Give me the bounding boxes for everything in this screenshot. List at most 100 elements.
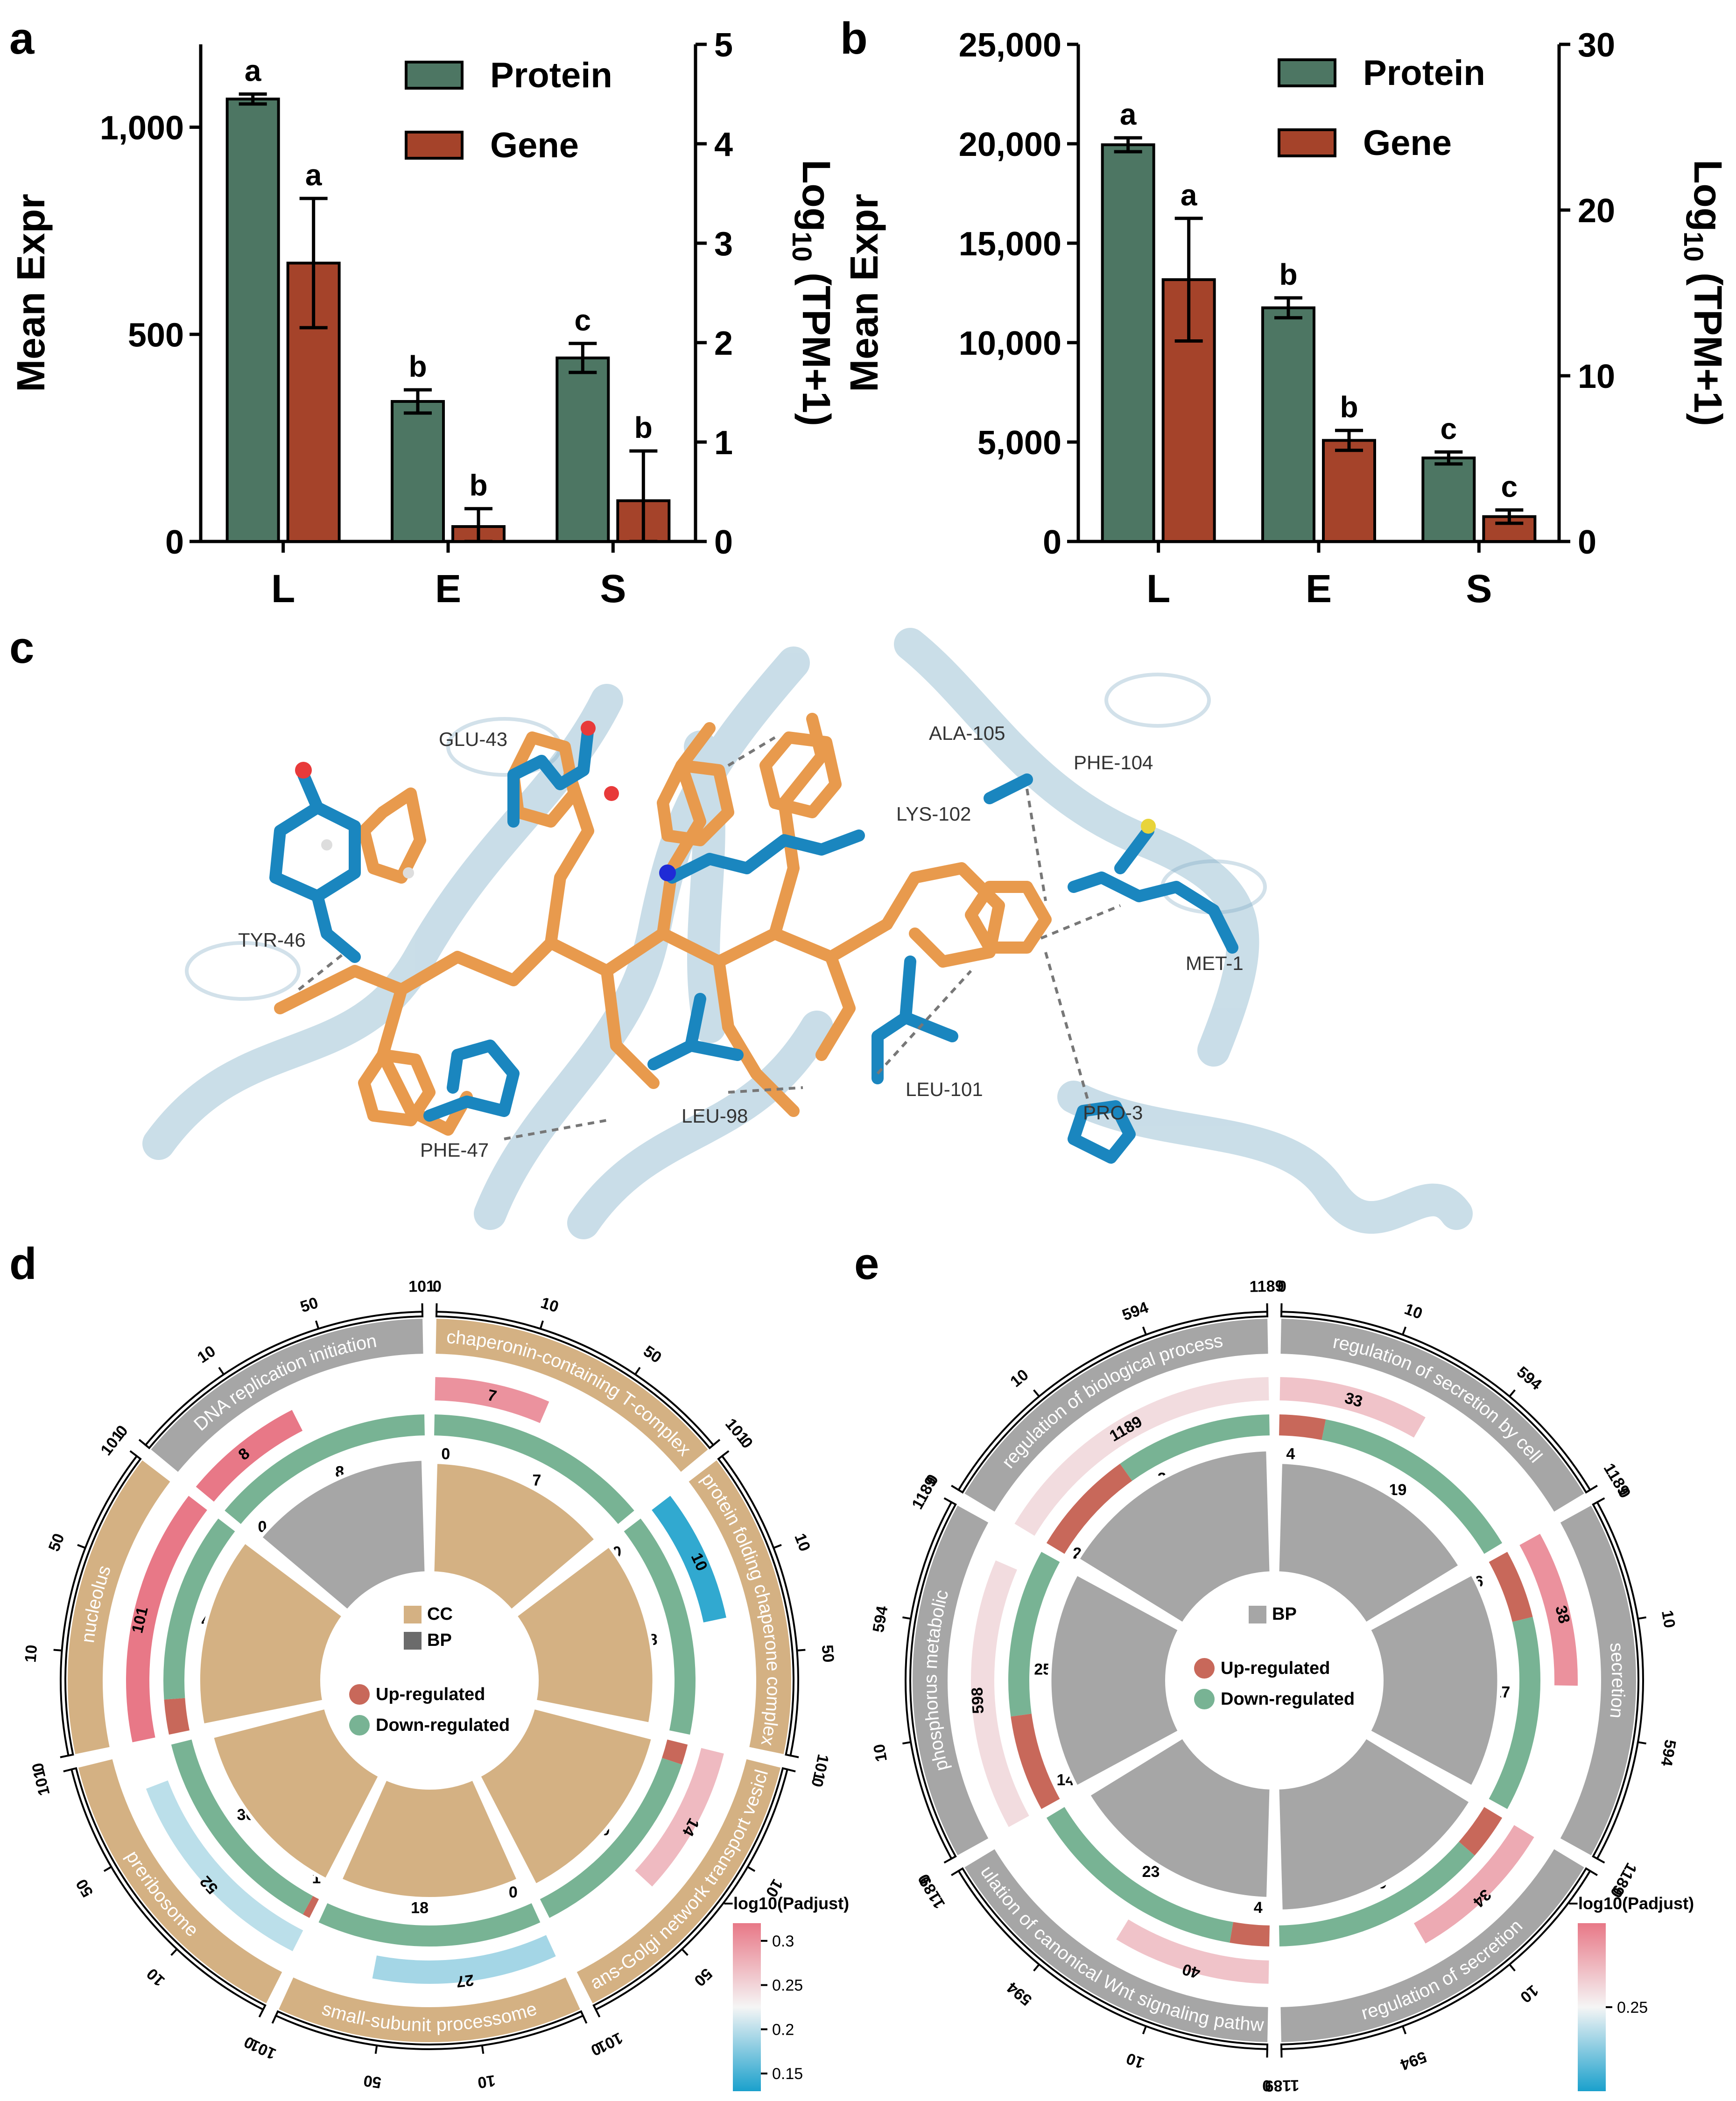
term-band: [279, 1977, 580, 2043]
scale-tick: [681, 1948, 689, 1956]
panel-letter-d: d: [9, 1239, 37, 1289]
residue-label-leu98: LEU-98: [682, 1105, 748, 1127]
legend-label-down: Down-regulated: [1221, 1689, 1355, 1709]
scale-tick-label: 50: [72, 1876, 97, 1900]
scale-tick-label: 0: [1262, 2077, 1272, 2094]
scale-tick: [787, 1768, 796, 1772]
category-label: S: [1466, 567, 1492, 611]
heteroatoms: [295, 721, 1156, 881]
scale-tick: [539, 1320, 544, 1329]
term-label-text: secretion: [1606, 1642, 1628, 1719]
term-band: [1280, 1849, 1584, 2042]
up-count-label: 0: [441, 1445, 450, 1463]
residue-label-phe104: PHE-104: [1074, 752, 1153, 773]
scale-tick: [902, 1616, 911, 1620]
up-regulated-bar: [302, 1896, 319, 1918]
y2-title-log: Log: [1686, 160, 1730, 232]
scale-tick: [258, 2009, 264, 2018]
scale-ring: [60, 1455, 142, 1757]
down-regulated-bar: [163, 1518, 235, 1700]
colorbar-tick-label: 0.3: [772, 1932, 794, 1950]
scale-tick-label: 10: [477, 2072, 497, 2092]
scale-tick: [634, 1367, 641, 1375]
scale-ring: [274, 2010, 584, 2050]
y2-tick-label: 4: [714, 126, 733, 163]
y2-axis-title: Log10 (TPM+1): [1678, 160, 1730, 426]
count-bar: [1014, 1377, 1269, 1536]
scale-tick-label: 10: [1658, 1609, 1679, 1630]
scale-tick: [481, 2045, 485, 2054]
scale-tick: [1638, 1616, 1646, 1620]
down-regulated-bar: [1008, 1552, 1060, 1717]
scale-tick: [1589, 1484, 1598, 1491]
significance-letter: c: [1441, 412, 1457, 445]
term-band: [68, 1460, 170, 1754]
term-band: [1560, 1505, 1637, 1855]
category-label: E: [1306, 567, 1332, 611]
significance-letter: a: [1181, 178, 1197, 212]
residue-label-leu101: LEU-101: [906, 1078, 983, 1100]
scale-tick-label: 594: [870, 1605, 892, 1634]
scale-tick: [218, 1367, 225, 1375]
count-bar: [1413, 1825, 1534, 1944]
count-bar: [1279, 1377, 1426, 1438]
scale-tick: [170, 1948, 178, 1956]
down-regulated-bar: [1120, 1414, 1270, 1481]
bar-protein: [555, 356, 610, 543]
legend-label-up: Up-regulated: [376, 1685, 485, 1704]
significance-letter: c: [575, 303, 591, 337]
colorbar-title: −log10(Padjust): [1568, 1894, 1694, 1913]
significance-letter: a: [305, 158, 322, 192]
significance-letter: b: [634, 411, 653, 444]
scale-ring: [435, 1311, 715, 1449]
residue-label-pro3: PRO-3: [1083, 1102, 1143, 1124]
scale-tick-label: 10: [1124, 2049, 1147, 2072]
colorbar-tick-label: 0.25: [1617, 1999, 1648, 2017]
interaction-dashes: [298, 736, 1121, 1140]
bar-protein: [225, 98, 280, 543]
scale-ring: [592, 1767, 789, 2011]
scale-tick-label: 594: [1120, 1299, 1151, 1324]
legend-label-gene: Gene: [490, 126, 579, 165]
scale-tick: [103, 1866, 112, 1872]
legend-swatch-gene: [405, 131, 464, 160]
scale-tick-label: 1189: [1265, 2076, 1299, 2094]
significance-letter: b: [1279, 258, 1297, 291]
y-axis-title: Mean Expr: [9, 194, 53, 392]
scale-tick: [1142, 2025, 1147, 2035]
up-regulated-bar: [1011, 1714, 1060, 1809]
y-tick-label: 1,000: [100, 110, 184, 147]
up-regulated-bar: [1230, 1922, 1270, 1946]
significance-letter: c: [1501, 470, 1518, 504]
y2-tick-label: 5: [714, 27, 733, 64]
scale-tick-label: 594: [1004, 1978, 1035, 2009]
scale-tick: [60, 1755, 69, 1758]
down-regulated-bar: [540, 1757, 682, 1918]
legend-swatch-protein: [405, 61, 464, 90]
up-regulated-bar: [164, 1698, 190, 1735]
y-tick-label: 25,000: [959, 27, 1061, 64]
y-axis-title: Mean Expr: [842, 194, 886, 392]
docking-structure-image: GLU-43 ALA-105 PHE-104 LYS-102 TYR-46 ME…: [140, 621, 1480, 1239]
y2-tick-label: 10: [1578, 358, 1615, 395]
scale-tick: [1638, 1741, 1646, 1745]
down-regulated-bar: [1321, 1419, 1503, 1554]
y2-tick-label: 0: [1578, 524, 1596, 561]
center-hole: [322, 1573, 537, 1788]
term-band: [964, 1849, 1268, 2042]
residue-label-met1: MET-1: [1186, 952, 1244, 974]
scale-tick-label: 1189: [1249, 1277, 1284, 1295]
down-regulated-bar: [318, 1903, 541, 1947]
down-count-label: 7: [532, 1472, 541, 1490]
scale-ring: [957, 1311, 1269, 1494]
colorbar: [1578, 1923, 1606, 2091]
bar-protein: [391, 400, 445, 543]
scale-tick: [129, 1450, 138, 1457]
scale-tick-label: 101: [408, 1278, 435, 1296]
scale-tick-label: 10: [1402, 1300, 1425, 1323]
scale-tick: [77, 1544, 86, 1549]
panel-letter-b: b: [840, 14, 868, 63]
legend-label-protein: Protein: [490, 56, 612, 95]
scale-tick-label: 50: [362, 2072, 382, 2092]
residue-labels: GLU-43 ALA-105 PHE-104 LYS-102 TYR-46 ME…: [238, 722, 1244, 1161]
